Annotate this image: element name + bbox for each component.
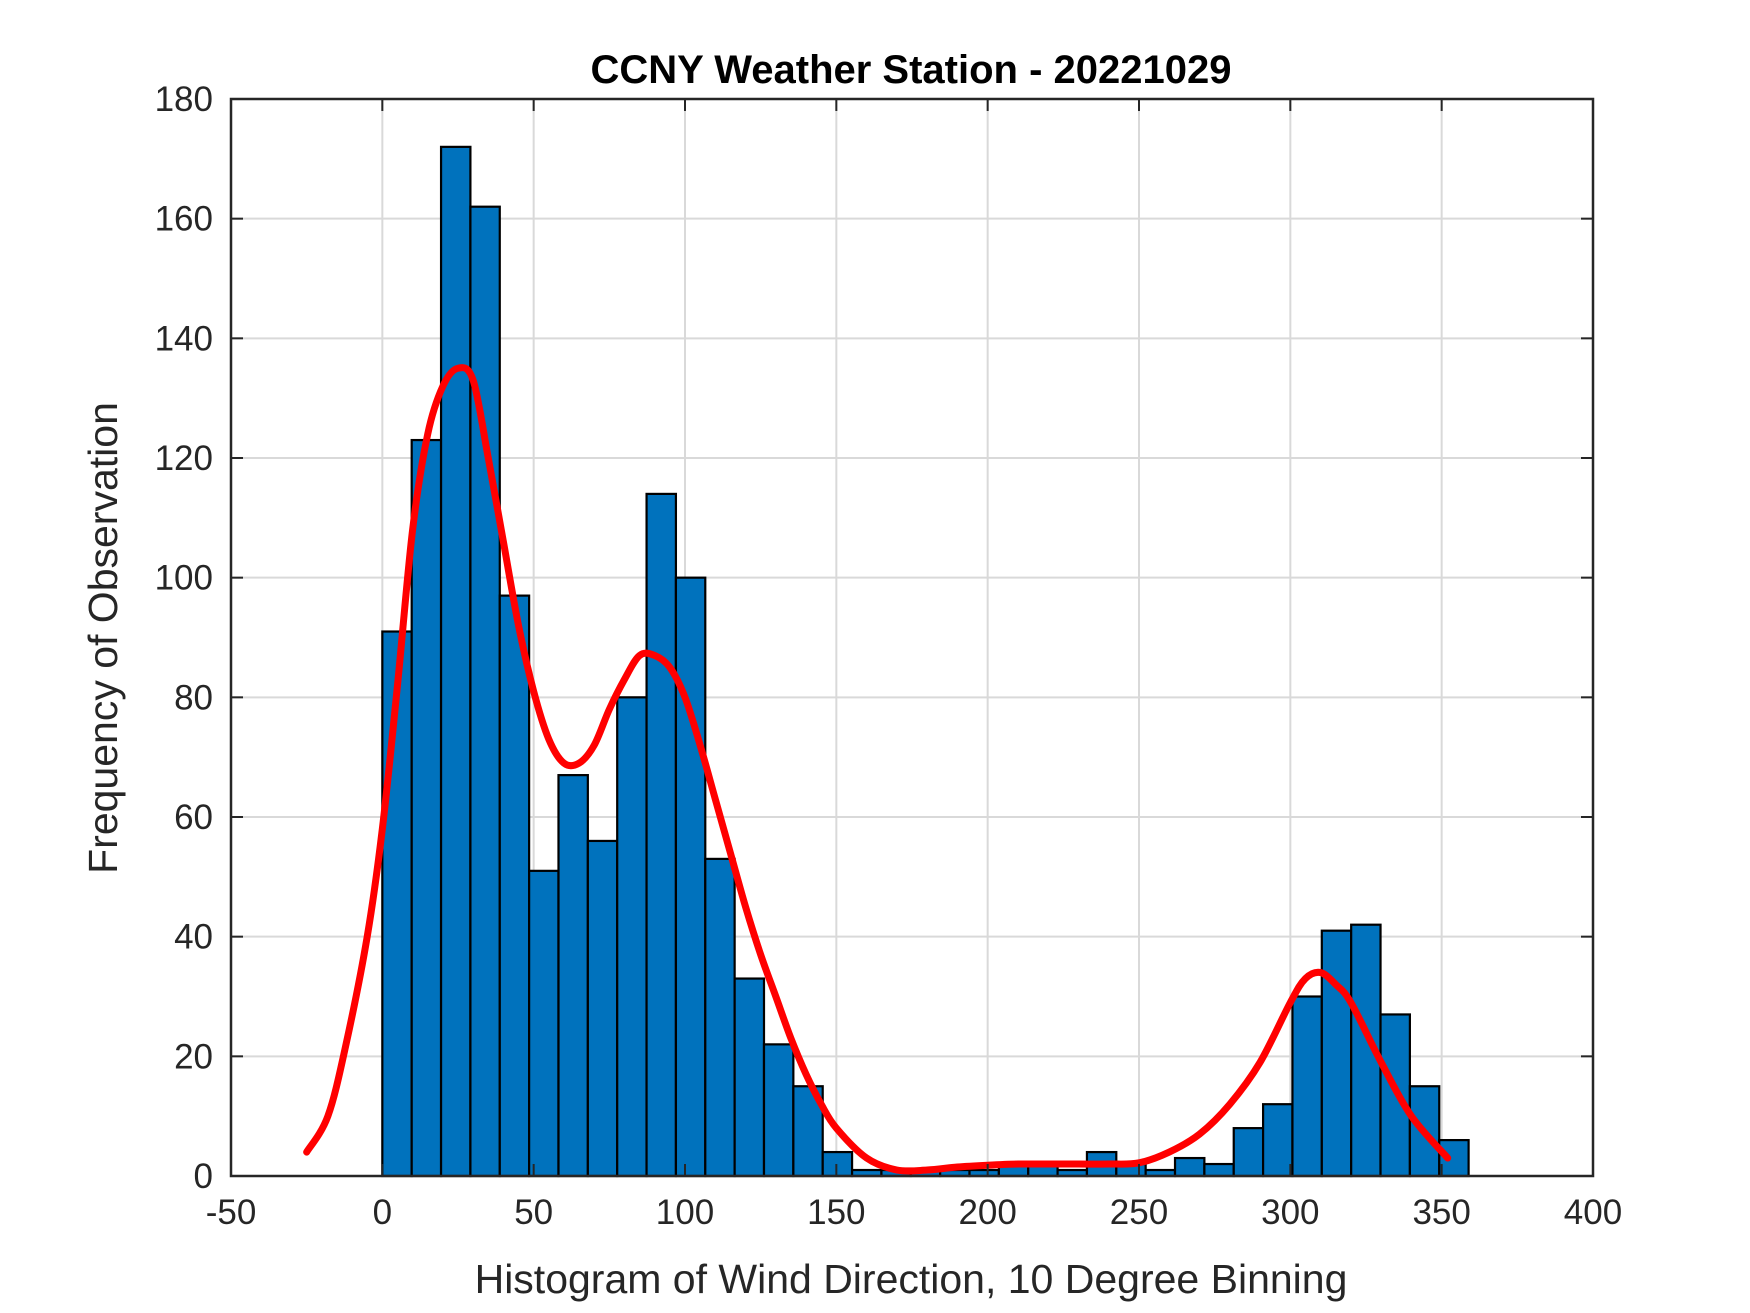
tick-labels: -50 0 50 100 150 200 250 300 350 4000204060801001…: [155, 80, 1623, 1232]
x-tick-label: 100: [656, 1193, 714, 1232]
y-tick-label: 160: [155, 200, 213, 239]
x-tick-label: 300: [1261, 1193, 1319, 1232]
y-tick-label: 40: [174, 918, 213, 957]
axes-frame: [229, 97, 1595, 1178]
histogram-bar: [557, 774, 589, 1178]
fit-curve: [303, 364, 1452, 1175]
y-tick-label: 120: [155, 439, 213, 478]
plot-frame: [229, 97, 1595, 1178]
histogram-bar: [762, 1043, 795, 1178]
x-tick-label: 200: [958, 1193, 1016, 1232]
x-tick-label: -50: [206, 1193, 257, 1232]
histogram-bar: [1291, 995, 1323, 1178]
histogram-bar: [439, 145, 472, 1178]
chart-title: CCNY Weather Station - 20221029: [591, 48, 1232, 92]
histogram-bar: [528, 869, 560, 1178]
x-tick-label: 50: [514, 1193, 553, 1232]
histogram-bar: [410, 438, 443, 1178]
y-tick-label: 80: [174, 678, 213, 717]
x-tick-label: 0: [373, 1193, 392, 1232]
y-tick-label: 140: [155, 319, 213, 358]
y-axis-label: Frequency of Observation: [80, 402, 126, 874]
y-tick-label: 180: [155, 80, 213, 119]
x-tick-label: 350: [1412, 1193, 1470, 1232]
histogram-bar: [821, 1150, 854, 1178]
x-tick-label: 250: [1110, 1193, 1168, 1232]
histogram-bar: [469, 205, 501, 1178]
histogram-bar: [733, 977, 766, 1178]
histogram-bar: [1203, 1162, 1235, 1178]
histogram-bar: [616, 696, 648, 1178]
histogram-bar: [1232, 1127, 1265, 1178]
histogram-bar: [1320, 929, 1353, 1178]
y-tick-label: 100: [155, 559, 213, 598]
x-tick-label: 400: [1564, 1193, 1622, 1232]
histogram-bar: [704, 857, 736, 1178]
y-tick-label: 60: [174, 798, 213, 837]
y-tick-label: 0: [194, 1157, 213, 1196]
x-tick-label: 150: [807, 1193, 865, 1232]
x-axis-label: Histogram of Wind Direction, 10 Degree B…: [475, 1256, 1348, 1302]
histogram-bar: [1173, 1156, 1206, 1178]
histogram-bar: [674, 576, 707, 1178]
histogram-bar: [498, 594, 531, 1178]
histogram-bar: [1261, 1103, 1294, 1178]
fit-curve-layer: [303, 364, 1452, 1175]
histogram-bars: [381, 145, 1470, 1178]
histogram-bar: [645, 492, 678, 1178]
y-tick-label: 20: [174, 1037, 213, 1076]
histogram-bar: [586, 839, 619, 1178]
